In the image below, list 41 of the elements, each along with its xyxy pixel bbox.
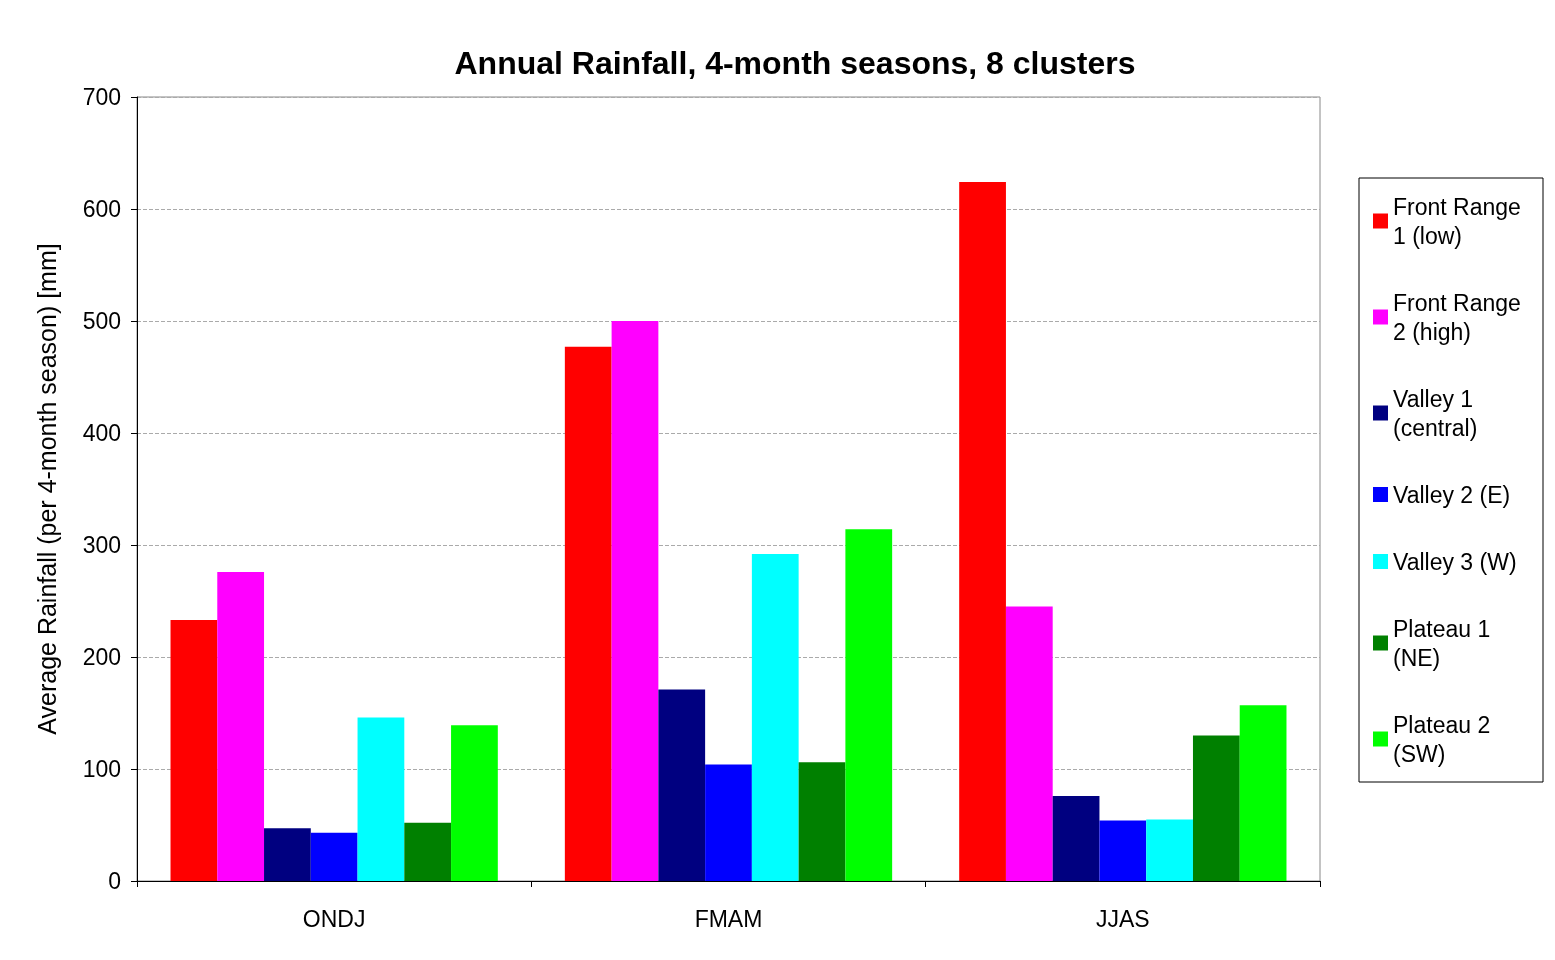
y-tick-label: 200 (82, 644, 121, 670)
bar (658, 689, 706, 881)
bar (310, 832, 358, 881)
bar (751, 553, 799, 881)
bar (1052, 795, 1100, 881)
legend-label: Front Range 1 (low) (1393, 193, 1528, 249)
y-tick-label: 300 (82, 532, 121, 558)
bar (611, 321, 659, 881)
bar (845, 529, 893, 881)
legend-label: Plateau 2 (SW) (1393, 711, 1497, 767)
bar (1146, 819, 1193, 881)
legend-label: Front Range 2 (high) (1393, 289, 1528, 345)
bar (1005, 606, 1053, 881)
y-tick-label: 400 (82, 420, 121, 446)
bar (705, 764, 752, 881)
y-tick-label: 500 (82, 308, 121, 334)
bar (1099, 820, 1147, 881)
y-axis-title: Average Rainfall (per 4-month season) [mm] (32, 243, 61, 735)
legend-label: Valley 1 (central) (1393, 385, 1480, 441)
x-tick-label: JJAS (1095, 905, 1150, 932)
bar (564, 346, 612, 881)
y-tick-label: 600 (82, 196, 121, 222)
bar (798, 762, 846, 881)
bar (170, 620, 218, 881)
bar (1192, 735, 1240, 881)
legend-label: Plateau 1 (NE) (1393, 615, 1497, 671)
x-tick-label: FMAM (694, 905, 763, 932)
bar (451, 725, 498, 881)
bar (264, 828, 311, 881)
legend-label: Valley 2 (E) (1393, 481, 1511, 508)
chart-title: Annual Rainfall, 4-month seasons, 8 clusters (454, 45, 1136, 81)
bar (959, 182, 1006, 881)
y-tick-label: 700 (82, 84, 121, 110)
bar (1239, 705, 1287, 881)
x-tick-label: ONDJ (302, 905, 366, 932)
y-tick-label: 100 (82, 756, 121, 782)
legend-label: Valley 3 (W) (1393, 548, 1517, 575)
bar (357, 717, 405, 881)
y-tick-label: 0 (108, 868, 121, 894)
bar (404, 822, 452, 881)
bar (217, 571, 265, 881)
